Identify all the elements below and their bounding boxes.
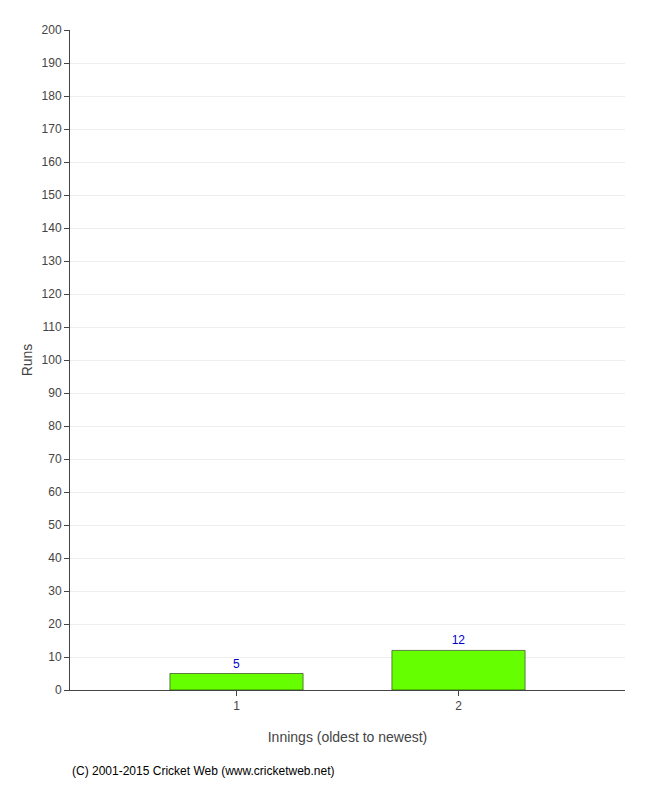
svg-text:70: 70 bbox=[48, 452, 62, 466]
svg-text:120: 120 bbox=[42, 287, 62, 301]
svg-text:140: 140 bbox=[42, 221, 62, 235]
svg-text:130: 130 bbox=[42, 254, 62, 268]
svg-text:Innings (oldest to newest): Innings (oldest to newest) bbox=[268, 729, 428, 745]
svg-text:Runs: Runs bbox=[19, 344, 35, 377]
svg-text:20: 20 bbox=[48, 617, 62, 631]
svg-text:50: 50 bbox=[48, 518, 62, 532]
svg-text:60: 60 bbox=[48, 485, 62, 499]
svg-text:10: 10 bbox=[48, 650, 62, 664]
svg-text:180: 180 bbox=[42, 89, 62, 103]
svg-text:190: 190 bbox=[42, 56, 62, 70]
svg-text:110: 110 bbox=[42, 320, 61, 334]
svg-text:2: 2 bbox=[455, 699, 462, 713]
svg-text:40: 40 bbox=[48, 551, 62, 565]
svg-text:80: 80 bbox=[48, 419, 62, 433]
svg-text:1: 1 bbox=[233, 699, 240, 713]
svg-text:150: 150 bbox=[42, 188, 62, 202]
svg-text:170: 170 bbox=[42, 122, 62, 136]
svg-text:90: 90 bbox=[48, 386, 62, 400]
svg-text:100: 100 bbox=[42, 353, 62, 367]
svg-text:12: 12 bbox=[452, 633, 466, 647]
svg-text:200: 200 bbox=[42, 23, 62, 37]
svg-text:(C) 2001-2015 Cricket Web (www: (C) 2001-2015 Cricket Web (www.cricketwe… bbox=[72, 764, 335, 778]
svg-text:30: 30 bbox=[48, 584, 62, 598]
svg-text:160: 160 bbox=[42, 155, 62, 169]
svg-text:0: 0 bbox=[55, 683, 62, 697]
svg-text:5: 5 bbox=[233, 657, 240, 671]
